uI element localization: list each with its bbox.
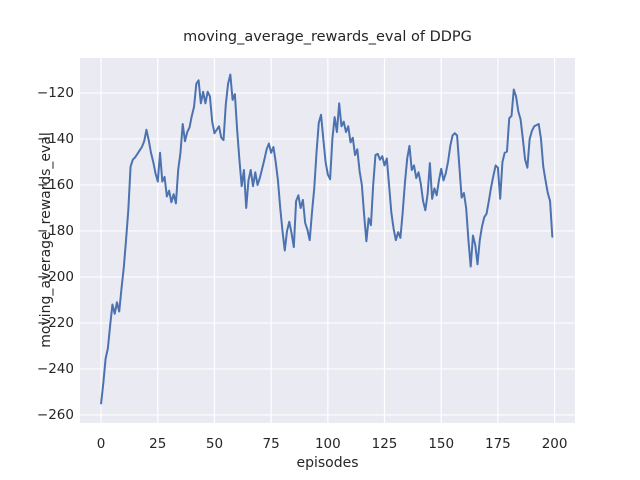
y-tick-label: −260 xyxy=(36,406,74,423)
x-tick-label: 125 xyxy=(371,436,398,452)
y-tick-label: −120 xyxy=(36,84,74,101)
x-tick-label: 200 xyxy=(541,436,568,452)
y-tick-label: −160 xyxy=(36,176,74,193)
series-line-moving_average_rewards_eval xyxy=(100,73,554,405)
x-tick-label: 25 xyxy=(149,436,167,452)
x-tick-label: 75 xyxy=(262,436,280,452)
x-tick-label: 50 xyxy=(205,436,224,452)
x-tick-label: 150 xyxy=(428,436,455,452)
y-tick-label: −180 xyxy=(36,222,74,239)
y-tick-label: −220 xyxy=(36,314,74,331)
x-tick-label: 100 xyxy=(314,436,341,452)
y-tick-label: −200 xyxy=(36,268,74,285)
gridlines xyxy=(80,58,575,423)
chart-canvas xyxy=(80,58,575,423)
x-axis-label: episodes xyxy=(296,455,359,471)
y-tick-label: −140 xyxy=(36,130,74,147)
y-tick-label: −240 xyxy=(36,360,74,377)
x-tick-label: 0 xyxy=(96,436,106,452)
x-tick-label: 175 xyxy=(485,436,511,452)
plot-area xyxy=(80,58,575,423)
chart-title: moving_average_rewards_eval of DDPG xyxy=(183,29,472,45)
